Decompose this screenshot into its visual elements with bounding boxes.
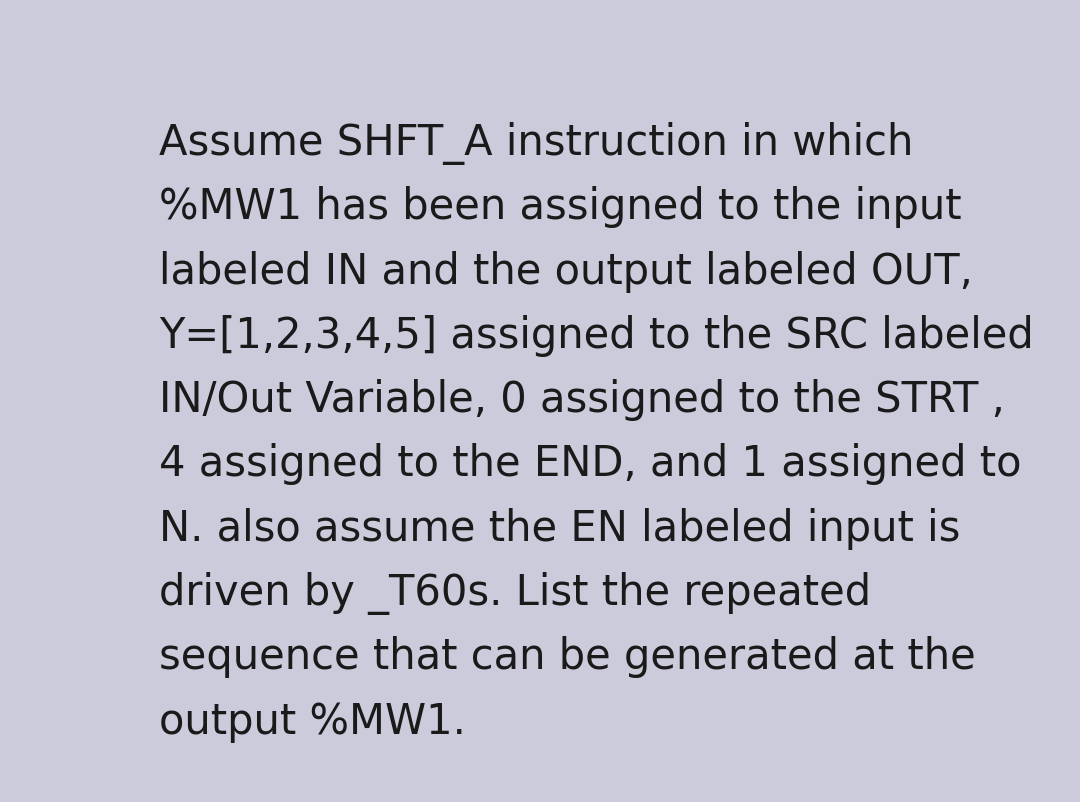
Text: driven by _T60s. List the repeated: driven by _T60s. List the repeated bbox=[160, 571, 872, 614]
Text: N. also assume the EN labeled input is: N. also assume the EN labeled input is bbox=[160, 507, 961, 549]
Text: Y=[1,2,3,4,5] assigned to the SRC labeled: Y=[1,2,3,4,5] assigned to the SRC labele… bbox=[160, 314, 1035, 356]
Text: sequence that can be generated at the: sequence that can be generated at the bbox=[160, 635, 976, 678]
Text: Assume SHFT_A instruction in which: Assume SHFT_A instruction in which bbox=[160, 122, 914, 165]
Text: %MW1 has been assigned to the input: %MW1 has been assigned to the input bbox=[160, 186, 962, 228]
Text: 4 assigned to the END, and 1 assigned to: 4 assigned to the END, and 1 assigned to bbox=[160, 443, 1022, 485]
Text: IN/Out Variable, 0 assigned to the STRT ,: IN/Out Variable, 0 assigned to the STRT … bbox=[160, 379, 1005, 420]
Text: output %MW1.: output %MW1. bbox=[160, 699, 467, 742]
Text: labeled IN and the output labeled OUT,: labeled IN and the output labeled OUT, bbox=[160, 250, 973, 292]
